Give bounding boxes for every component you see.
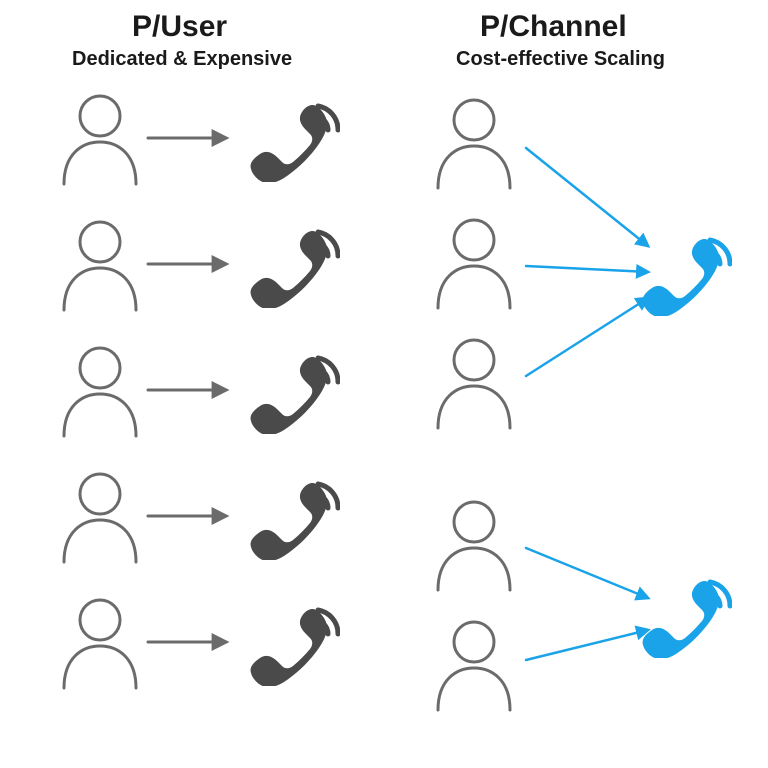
- arrow-icon: [526, 266, 648, 272]
- phone-icon: [248, 96, 340, 182]
- diagram-stage: P/User Dedicated & Expensive P/Channel C…: [0, 0, 768, 768]
- person-icon: [432, 498, 516, 592]
- phone-icon: [640, 572, 732, 658]
- person-icon: [58, 218, 142, 312]
- person-icon: [432, 618, 516, 712]
- phone-icon: [248, 348, 340, 434]
- person-icon: [432, 96, 516, 190]
- person-icon: [58, 92, 142, 186]
- phone-icon: [640, 230, 732, 316]
- phone-icon: [248, 600, 340, 686]
- person-icon: [58, 344, 142, 438]
- person-icon: [432, 336, 516, 430]
- arrow-icon: [526, 548, 648, 598]
- arrow-icon: [526, 148, 648, 246]
- arrow-icon: [526, 298, 648, 376]
- person-icon: [58, 596, 142, 690]
- person-icon: [432, 216, 516, 310]
- phone-icon: [248, 222, 340, 308]
- person-icon: [58, 470, 142, 564]
- arrow-icon: [526, 630, 648, 660]
- phone-icon: [248, 474, 340, 560]
